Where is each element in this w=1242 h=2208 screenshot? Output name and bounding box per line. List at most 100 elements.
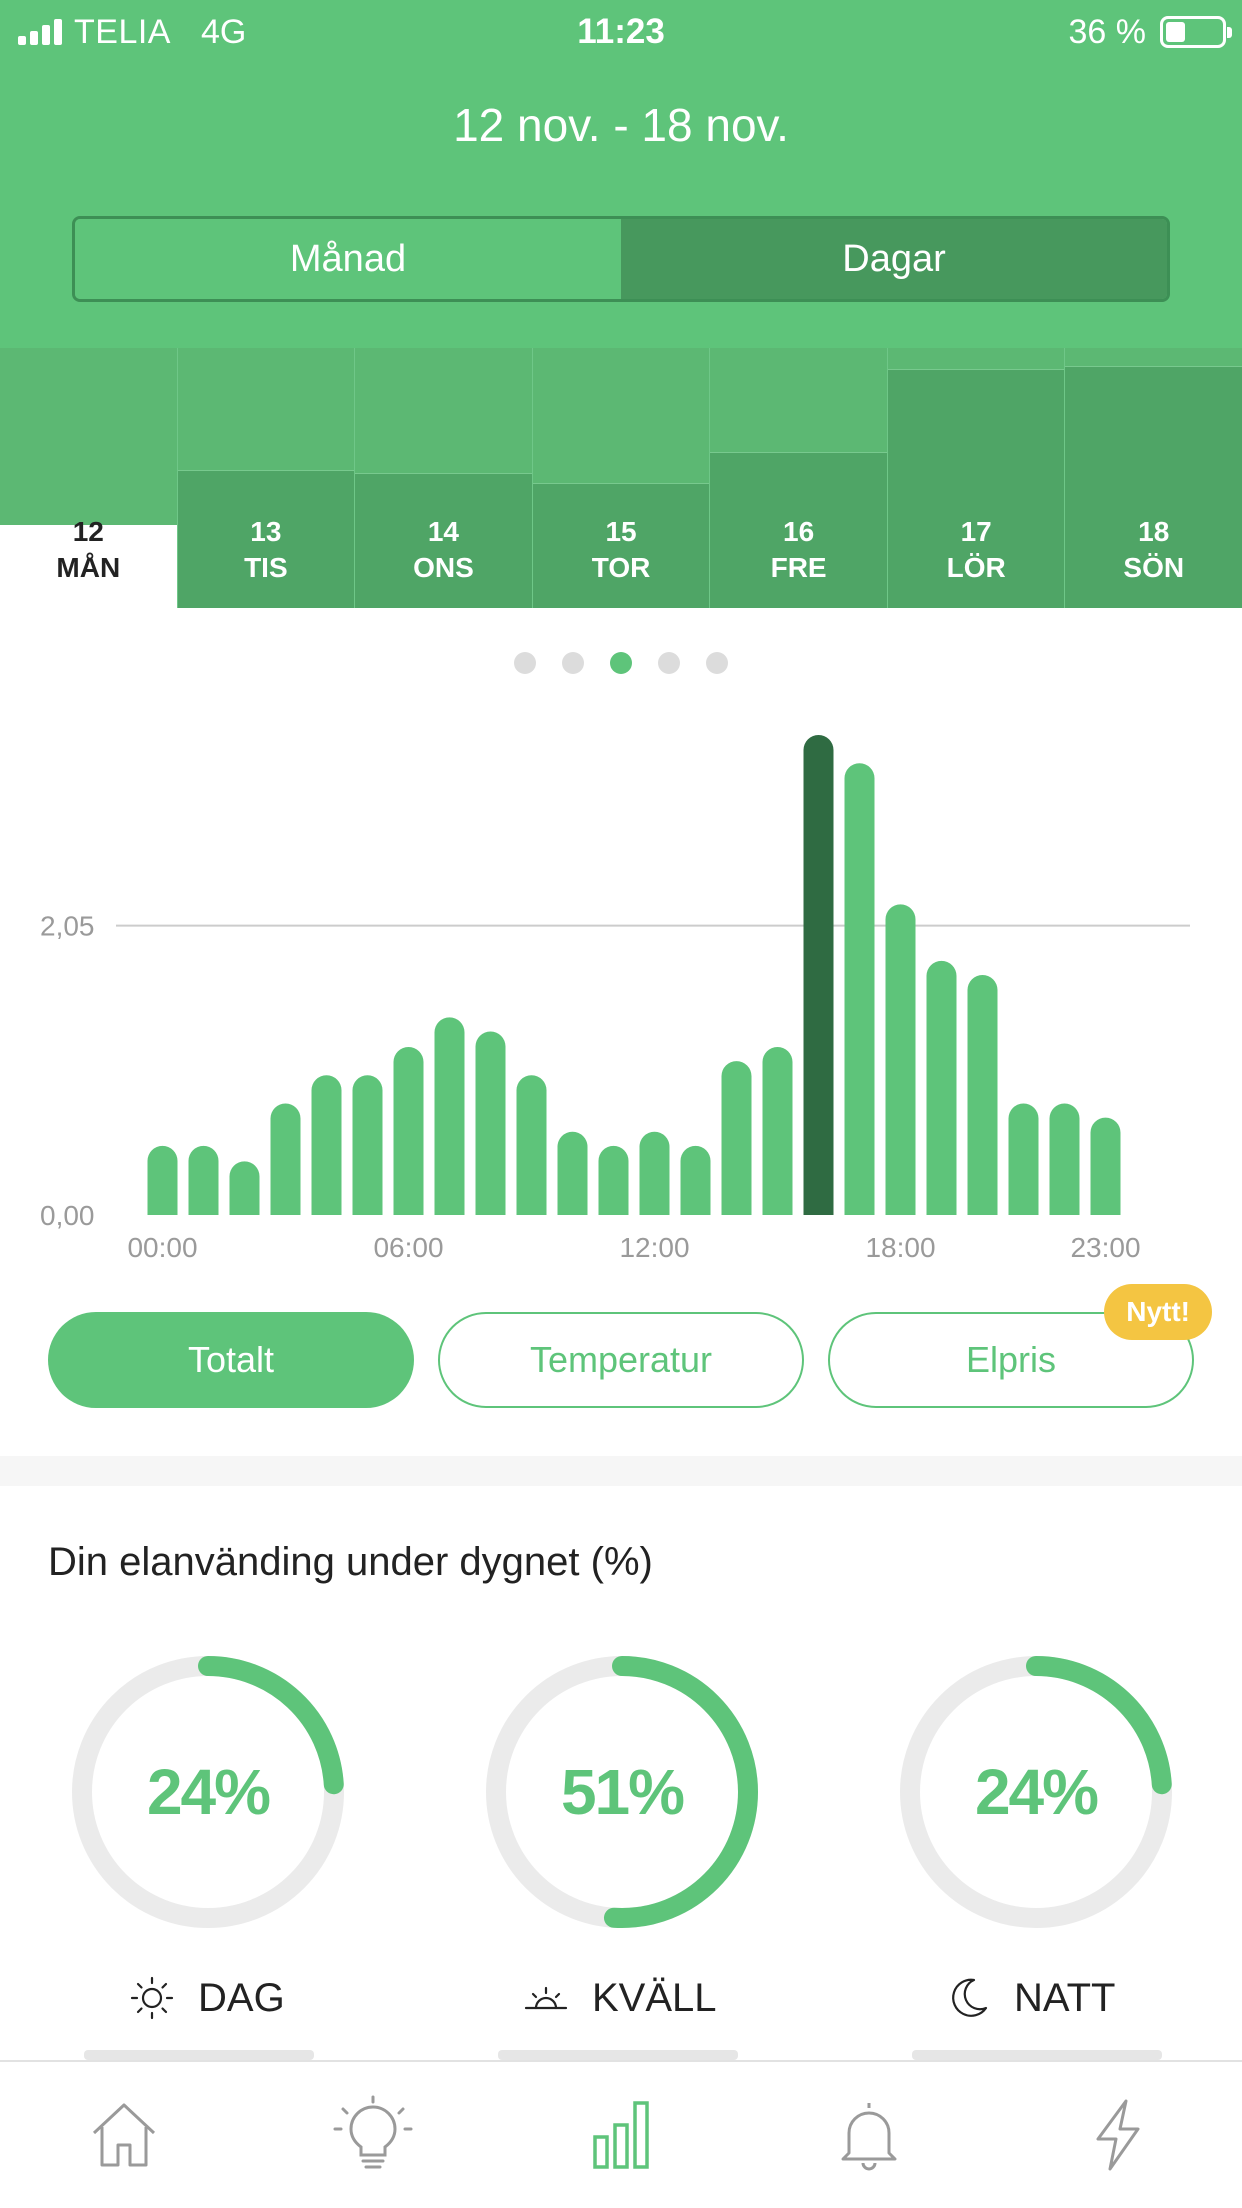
sunset-icon bbox=[524, 1986, 568, 2010]
x-tick-label: 06:00 bbox=[373, 1232, 443, 1263]
segment-month-button[interactable]: Månad bbox=[75, 219, 621, 299]
day-column-18[interactable]: 18 SÖN bbox=[1065, 348, 1242, 608]
day-weekday: TOR bbox=[591, 552, 651, 583]
bar-0400[interactable] bbox=[311, 1075, 342, 1215]
day-label: 18 SÖN bbox=[1065, 514, 1242, 586]
bar-1900[interactable] bbox=[926, 960, 957, 1215]
lightning-icon bbox=[1096, 2099, 1140, 2171]
tab-energy[interactable] bbox=[994, 2062, 1242, 2208]
day-level-fill bbox=[177, 470, 355, 608]
new-badge: Nytt! bbox=[1104, 1284, 1212, 1340]
ring-arc bbox=[900, 1656, 1172, 1928]
ring-night: 24% bbox=[898, 1654, 1174, 1930]
bar-2300[interactable] bbox=[1090, 1117, 1121, 1215]
ring-day-value: 24% bbox=[146, 1756, 271, 1828]
ring-day-label: DAG bbox=[198, 1975, 285, 2020]
ring-arc bbox=[486, 1656, 758, 1928]
tab-home[interactable] bbox=[0, 2062, 248, 2208]
day-column-15[interactable]: 15 TOR bbox=[532, 348, 711, 608]
hourly-usage-chart: 0,00 2,05 00:00 06:00 12:00 18:00 23:00 bbox=[40, 735, 1190, 1263]
day-label: 15 TOR bbox=[533, 514, 710, 586]
day-number: 18 bbox=[1138, 516, 1170, 547]
bar-0700[interactable] bbox=[434, 1017, 465, 1215]
day-number: 14 bbox=[427, 516, 460, 547]
bar-0900[interactable] bbox=[516, 1075, 547, 1215]
page-dot[interactable] bbox=[610, 652, 632, 674]
y-tick-label: 0,00 bbox=[40, 1200, 95, 1231]
bar-2200[interactable] bbox=[1049, 1103, 1080, 1215]
day-weekday: SÖN bbox=[1123, 552, 1185, 583]
segment-days-button[interactable]: Dagar bbox=[621, 219, 1167, 299]
bar-2000[interactable] bbox=[967, 975, 998, 1215]
day-weekday: FRE bbox=[770, 552, 827, 583]
day-label: 17 LÖR bbox=[888, 514, 1065, 586]
page-dot[interactable] bbox=[514, 652, 536, 674]
day-label: 13 TIS bbox=[178, 514, 355, 586]
tab-tips[interactable] bbox=[248, 2062, 496, 2208]
status-bar: TELIA 4G 11:23 36 % bbox=[0, 0, 1242, 62]
bar-1300[interactable] bbox=[680, 1145, 711, 1215]
tab-statistics[interactable] bbox=[497, 2062, 745, 2208]
bar-1700[interactable] bbox=[844, 763, 875, 1215]
day-column-17[interactable]: 17 LÖR bbox=[887, 348, 1066, 608]
ring-night-label: NATT bbox=[1014, 1975, 1116, 2020]
bar-1600[interactable] bbox=[803, 735, 834, 1215]
day-label: 12 MÅN bbox=[0, 514, 177, 586]
day-label: 16 FRE bbox=[710, 514, 887, 586]
day-number: 15 bbox=[605, 516, 637, 547]
tab-notifications[interactable] bbox=[745, 2062, 993, 2208]
bar-2100[interactable] bbox=[1008, 1103, 1039, 1215]
bar-0100[interactable] bbox=[188, 1145, 219, 1215]
bar-chart-icon bbox=[593, 2101, 649, 2169]
day-label: 14 ONS bbox=[355, 514, 532, 586]
ring-day: 24% bbox=[70, 1654, 346, 1930]
ring-evening: 51% bbox=[484, 1654, 760, 1930]
filter-total-button[interactable]: Totalt bbox=[48, 1312, 414, 1408]
filter-total-label: Totalt bbox=[187, 1339, 275, 1380]
x-tick-label: 23:00 bbox=[1070, 1232, 1140, 1263]
status-left: TELIA 4G bbox=[18, 10, 246, 54]
ring-evening-label: KVÄLL bbox=[592, 1975, 717, 2020]
filter-temperature-button[interactable]: Temperatur bbox=[438, 1312, 804, 1408]
bar-1800[interactable] bbox=[885, 904, 916, 1215]
day-column-14[interactable]: 14 ONS bbox=[355, 348, 533, 608]
day-number: 16 bbox=[783, 516, 815, 547]
bar-0200[interactable] bbox=[229, 1161, 260, 1215]
day-level-fill bbox=[887, 369, 1065, 608]
ring-evening-chart bbox=[486, 1656, 758, 1928]
bar-0500[interactable] bbox=[352, 1075, 383, 1215]
bar-1400[interactable] bbox=[721, 1061, 752, 1215]
day-column-12[interactable]: 12 MÅN bbox=[0, 348, 178, 608]
bar-0600[interactable] bbox=[393, 1047, 424, 1215]
filter-temperature-label: Temperatur bbox=[529, 1339, 713, 1380]
network-type: 4G bbox=[200, 12, 247, 51]
page-dot[interactable] bbox=[706, 652, 728, 674]
filter-price-button[interactable]: Elpris Nytt! bbox=[828, 1284, 1212, 1408]
usage-section-title: Din elanvänding under dygnet (%) bbox=[48, 1540, 653, 1584]
bar-0800[interactable] bbox=[475, 1031, 506, 1215]
period-segmented-control: Månad Dagar bbox=[72, 216, 1170, 302]
day-number: 13 bbox=[250, 516, 282, 547]
status-time: 11:23 bbox=[577, 12, 665, 51]
bar-0000[interactable] bbox=[147, 1145, 178, 1215]
day-column-13[interactable]: 13 TIS bbox=[177, 348, 356, 608]
bar-0300[interactable] bbox=[270, 1103, 301, 1215]
pagination-dots bbox=[0, 652, 1242, 674]
day-column-16[interactable]: 16 FRE bbox=[710, 348, 888, 608]
section-divider bbox=[0, 1456, 1242, 1486]
x-tick-label: 12:00 bbox=[619, 1232, 689, 1263]
bar-1000[interactable] bbox=[557, 1131, 588, 1215]
ring-evening-caption: KVÄLL bbox=[522, 1974, 717, 2022]
carrier-name: TELIA bbox=[74, 12, 171, 51]
battery-icon bbox=[1160, 16, 1232, 48]
clipped-text-line bbox=[912, 2050, 1162, 2060]
page-dot[interactable] bbox=[658, 652, 680, 674]
ring-day-chart bbox=[72, 1656, 344, 1928]
page-dot[interactable] bbox=[562, 652, 584, 674]
bar-1500[interactable] bbox=[762, 1047, 793, 1215]
signal-icon bbox=[18, 19, 62, 45]
bar-1100[interactable] bbox=[598, 1145, 629, 1215]
bar-1200[interactable] bbox=[639, 1131, 670, 1215]
day-level-fill bbox=[710, 452, 887, 608]
day-weekday: TIS bbox=[244, 552, 288, 583]
